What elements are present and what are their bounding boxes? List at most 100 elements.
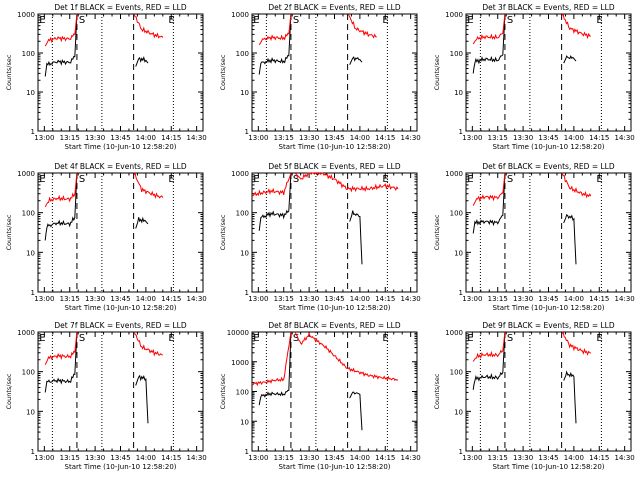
- x-tick-label: 13:30: [299, 295, 319, 303]
- x-tick-label: 13:30: [85, 454, 105, 462]
- panel-title: Det 2f BLACK = Events, RED = LLD: [268, 3, 401, 12]
- x-tick-label: 13:45: [538, 454, 558, 462]
- x-axis-label: Start Time (10-Jun-10 12:58:20): [279, 304, 391, 312]
- y-tick-label: 100: [236, 50, 249, 58]
- plot-frame: [251, 331, 418, 452]
- x-axis-label: Start Time (10-Jun-10 12:58:20): [65, 143, 177, 151]
- y-tick-label: 1: [245, 289, 249, 297]
- y-tick-label: 10: [240, 89, 249, 97]
- y-tick-label: 100: [450, 369, 463, 377]
- x-axis-label: Start Time (10-Jun-10 12:58:20): [279, 463, 391, 471]
- series-lld-line: [133, 331, 164, 357]
- event-marker: E: [382, 15, 388, 26]
- y-tick-label: 100: [22, 369, 35, 377]
- panel-det-8: Det 8f BLACK = Events, RED = LLD 1 10 100 10…: [219, 321, 421, 471]
- y-axis-label: Counts/sec: [433, 214, 441, 250]
- panel-title: Det 1f BLACK = Events, RED = LLD: [54, 3, 187, 12]
- x-tick-label: 13:00: [34, 295, 54, 303]
- panel-det-4: Det 4f BLACK = Events, RED = LLD 1 10 100 10…: [5, 162, 207, 312]
- series-events-line: [135, 374, 149, 424]
- x-tick-label: 13:45: [110, 134, 130, 142]
- y-axis-label: Counts/sec: [5, 214, 13, 250]
- x-tick-label: 14:30: [615, 454, 635, 462]
- y-tick-label: 1: [31, 128, 35, 136]
- y-tick-label: 1000: [231, 11, 249, 19]
- series-events-line: [258, 331, 292, 406]
- y-tick-label: 10: [454, 408, 463, 416]
- x-tick-label: 14:30: [187, 454, 207, 462]
- x-tick-label: 14:00: [564, 134, 584, 142]
- y-tick-label: 100: [22, 210, 35, 218]
- y-tick-label: 1000: [231, 359, 249, 367]
- y-tick-label: 10: [240, 249, 249, 257]
- x-tick-label: 14:00: [564, 454, 584, 462]
- x-tick-label: 13:15: [488, 295, 508, 303]
- series-events-line: [135, 216, 149, 229]
- event-marker: S: [507, 333, 513, 344]
- series-lld-line: [44, 331, 78, 365]
- panel-title: Det 7f BLACK = Events, RED = LLD: [54, 321, 187, 330]
- y-tick-label: 100: [236, 210, 249, 218]
- y-tick-label: 100: [450, 210, 463, 218]
- plot-frame: [37, 13, 204, 132]
- x-tick-label: 13:45: [538, 295, 558, 303]
- x-tick-label: 13:00: [248, 454, 268, 462]
- x-tick-label: 14:15: [161, 295, 181, 303]
- event-marker: E: [39, 333, 45, 344]
- x-tick-label: 14:00: [350, 295, 370, 303]
- series-lld-line: [294, 171, 399, 193]
- series-events-line: [44, 331, 78, 393]
- y-tick-label: 1000: [17, 329, 35, 337]
- x-tick-label: 13:30: [513, 134, 533, 142]
- x-axis-label: Start Time (10-Jun-10 12:58:20): [65, 463, 177, 471]
- y-tick-label: 100: [22, 50, 35, 58]
- event-marker: E: [382, 333, 388, 344]
- event-marker: E: [467, 15, 473, 26]
- x-tick-label: 14:30: [187, 295, 207, 303]
- series-events-line: [563, 55, 577, 64]
- series-lld-line: [251, 172, 292, 197]
- x-axis-label: Start Time (10-Jun-10 12:58:20): [65, 304, 177, 312]
- y-tick-label: 1000: [17, 11, 35, 19]
- x-tick-label: 13:45: [324, 454, 344, 462]
- x-tick-label: 14:30: [615, 134, 635, 142]
- series-lld-line: [133, 172, 164, 199]
- event-marker: S: [79, 333, 85, 344]
- event-marker: E: [168, 15, 174, 26]
- series-events-line: [135, 56, 149, 67]
- x-axis-label: Start Time (10-Jun-10 12:58:20): [493, 463, 605, 471]
- x-tick-label: 13:00: [462, 295, 482, 303]
- y-axis-label: Counts/sec: [5, 54, 13, 90]
- y-tick-label: 100: [236, 389, 249, 397]
- x-tick-label: 14:15: [161, 454, 181, 462]
- x-tick-label: 13:45: [110, 295, 130, 303]
- x-tick-label: 14:00: [564, 295, 584, 303]
- event-marker: E: [596, 333, 602, 344]
- x-tick-label: 14:00: [136, 454, 156, 462]
- plot-frame: [37, 331, 204, 452]
- plot-frame: [465, 13, 632, 132]
- plot-frame: [251, 13, 418, 132]
- event-marker: S: [293, 333, 299, 344]
- y-tick-label: 10000: [227, 329, 249, 337]
- event-marker: E: [467, 333, 473, 344]
- panel-title: Det 5f BLACK = Events, RED = LLD: [268, 162, 401, 171]
- y-axis-label: Counts/sec: [433, 373, 441, 409]
- x-tick-label: 13:30: [85, 295, 105, 303]
- panel-title: Det 9f BLACK = Events, RED = LLD: [482, 321, 615, 330]
- y-tick-label: 10: [454, 249, 463, 257]
- y-tick-label: 1000: [17, 170, 35, 178]
- event-marker: E: [253, 174, 259, 185]
- x-tick-label: 14:30: [187, 134, 207, 142]
- panel-det-1: Det 1f BLACK = Events, RED = LLD 1 10 100 10…: [5, 3, 207, 151]
- plot-frame: [465, 172, 632, 293]
- x-tick-label: 14:30: [615, 295, 635, 303]
- y-tick-label: 10: [454, 89, 463, 97]
- event-marker: E: [382, 174, 388, 185]
- x-axis-label: Start Time (10-Jun-10 12:58:20): [493, 143, 605, 151]
- series-events-line: [44, 172, 78, 241]
- x-tick-label: 13:15: [274, 134, 294, 142]
- event-marker: E: [168, 174, 174, 185]
- x-tick-label: 14:15: [375, 454, 395, 462]
- x-tick-label: 13:30: [513, 295, 533, 303]
